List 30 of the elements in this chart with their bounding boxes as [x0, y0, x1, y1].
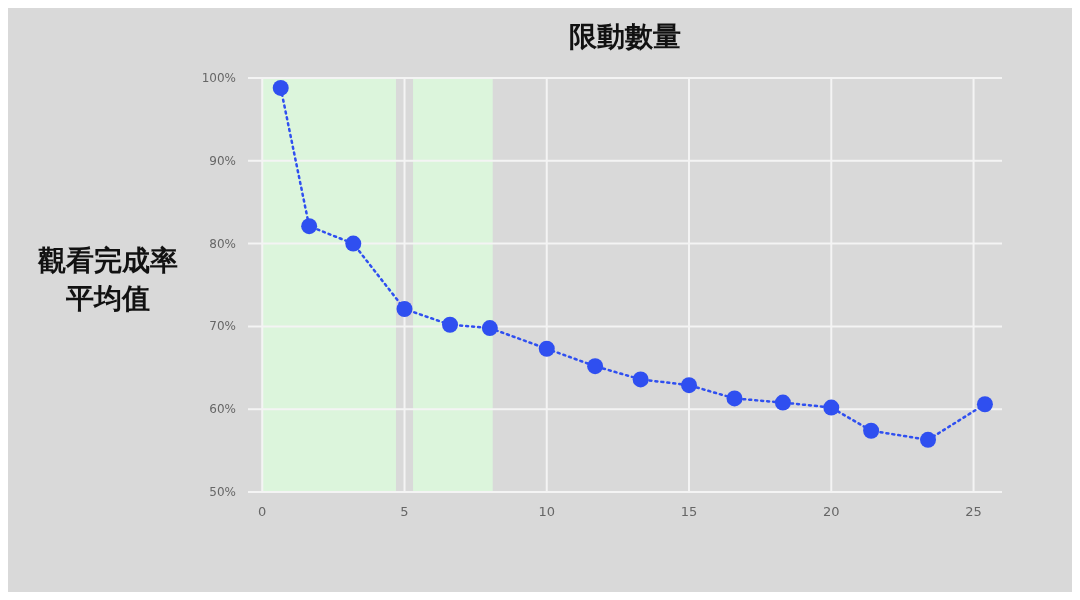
- x-tick-label: 5: [400, 504, 409, 519]
- y-tick-label: 80%: [209, 236, 236, 251]
- point: [272, 79, 289, 96]
- point: [920, 431, 937, 448]
- y-tick-label: 100%: [201, 71, 236, 85]
- chart-title: 限動數量: [569, 20, 681, 53]
- point: [823, 399, 840, 416]
- point: [587, 358, 604, 375]
- x-tick-label: 0: [258, 504, 267, 519]
- point: [726, 390, 743, 407]
- point: [632, 371, 649, 388]
- point: [442, 316, 459, 333]
- x-tick-label: 15: [680, 504, 698, 519]
- y-tick-label: 50%: [209, 485, 236, 499]
- point: [345, 235, 362, 252]
- x-tick-label: 10: [538, 504, 556, 519]
- point: [538, 340, 555, 357]
- y-tick-label: 60%: [209, 402, 236, 417]
- point: [863, 422, 880, 439]
- point: [396, 301, 413, 318]
- point: [976, 396, 993, 413]
- point: [774, 394, 791, 411]
- x-tick-label: 20: [823, 504, 840, 519]
- y-tick-label: 90%: [209, 153, 236, 168]
- x-tick-label: 25: [965, 504, 982, 519]
- point: [301, 218, 318, 235]
- y-axis-title: 觀看完成率平均值: [37, 244, 178, 315]
- point: [681, 377, 698, 394]
- point: [481, 320, 498, 337]
- y-tick-label: 70%: [209, 319, 236, 334]
